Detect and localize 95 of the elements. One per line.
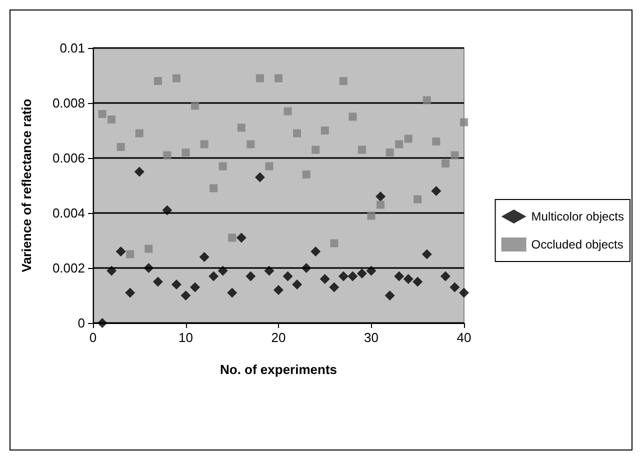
point <box>254 172 265 182</box>
point <box>395 140 404 148</box>
point <box>302 170 310 178</box>
point <box>116 246 126 256</box>
point <box>246 140 255 148</box>
x-tick-label: 0 <box>89 330 97 345</box>
point <box>144 244 153 253</box>
point <box>450 151 459 160</box>
point <box>386 148 394 156</box>
point <box>106 266 117 276</box>
point <box>191 102 200 110</box>
point <box>163 151 172 160</box>
point <box>190 282 200 292</box>
point <box>265 162 274 170</box>
point <box>330 239 338 248</box>
point <box>384 290 395 300</box>
point <box>367 212 376 220</box>
point <box>98 110 106 118</box>
point <box>339 77 348 85</box>
point <box>246 271 256 282</box>
point <box>180 290 191 300</box>
point <box>274 285 284 295</box>
point <box>172 74 180 82</box>
point <box>182 148 190 156</box>
x-tick-label: 10 <box>178 330 193 345</box>
point <box>404 134 412 143</box>
point <box>208 271 219 282</box>
legend-label: Multicolor objects <box>531 210 624 224</box>
y-tick-label: 0.01 <box>60 40 85 56</box>
point <box>422 249 432 260</box>
point <box>376 192 386 202</box>
point <box>366 266 376 276</box>
point <box>125 288 136 298</box>
point <box>152 276 163 287</box>
point <box>403 274 414 284</box>
point <box>284 107 292 116</box>
x-tick-label: 30 <box>364 330 378 345</box>
point <box>412 276 423 287</box>
point <box>348 112 357 121</box>
legend-label: Occluded objects <box>531 238 624 252</box>
point <box>329 282 340 292</box>
point <box>440 271 450 282</box>
point <box>414 195 422 204</box>
point <box>264 266 274 276</box>
point <box>358 146 366 154</box>
point <box>134 166 144 177</box>
y-tick-label: 0.002 <box>52 260 85 276</box>
point <box>218 162 227 170</box>
point <box>459 288 469 298</box>
point <box>293 129 302 138</box>
point <box>292 280 302 290</box>
point <box>450 282 460 292</box>
point <box>301 263 312 273</box>
point <box>108 116 116 124</box>
point <box>431 186 442 196</box>
point <box>356 268 367 278</box>
x-axis-title: No. of experiments <box>220 362 338 377</box>
point <box>432 138 440 146</box>
point <box>441 160 450 168</box>
point <box>200 140 208 148</box>
y-tick-label: 0.008 <box>52 96 85 110</box>
point <box>282 271 293 282</box>
point <box>97 318 108 328</box>
point <box>199 252 210 262</box>
point <box>460 118 468 126</box>
point <box>135 129 144 138</box>
point <box>320 274 330 284</box>
point <box>310 246 321 256</box>
point <box>320 126 329 134</box>
x-tick-label: 20 <box>271 330 286 345</box>
point <box>236 232 246 243</box>
point <box>422 96 431 104</box>
point <box>312 146 320 154</box>
point <box>274 74 282 82</box>
point <box>171 280 182 290</box>
point <box>144 263 154 273</box>
point <box>376 200 385 209</box>
point <box>126 250 134 258</box>
point <box>162 205 172 216</box>
point <box>227 288 238 298</box>
point <box>394 271 404 282</box>
y-tick-label: 0.004 <box>52 206 85 220</box>
y-axis-title: Varience of reflectance ratio <box>19 98 34 272</box>
point <box>210 184 218 192</box>
point <box>338 271 348 282</box>
point <box>228 234 236 242</box>
y-tick-label: 0.006 <box>52 150 85 166</box>
y-tick-label: 0 <box>78 316 85 330</box>
point <box>154 77 162 85</box>
point <box>218 266 228 276</box>
point <box>116 143 125 151</box>
point <box>256 74 264 82</box>
x-tick-label: 40 <box>456 330 472 345</box>
point <box>237 124 246 132</box>
point <box>348 271 358 282</box>
